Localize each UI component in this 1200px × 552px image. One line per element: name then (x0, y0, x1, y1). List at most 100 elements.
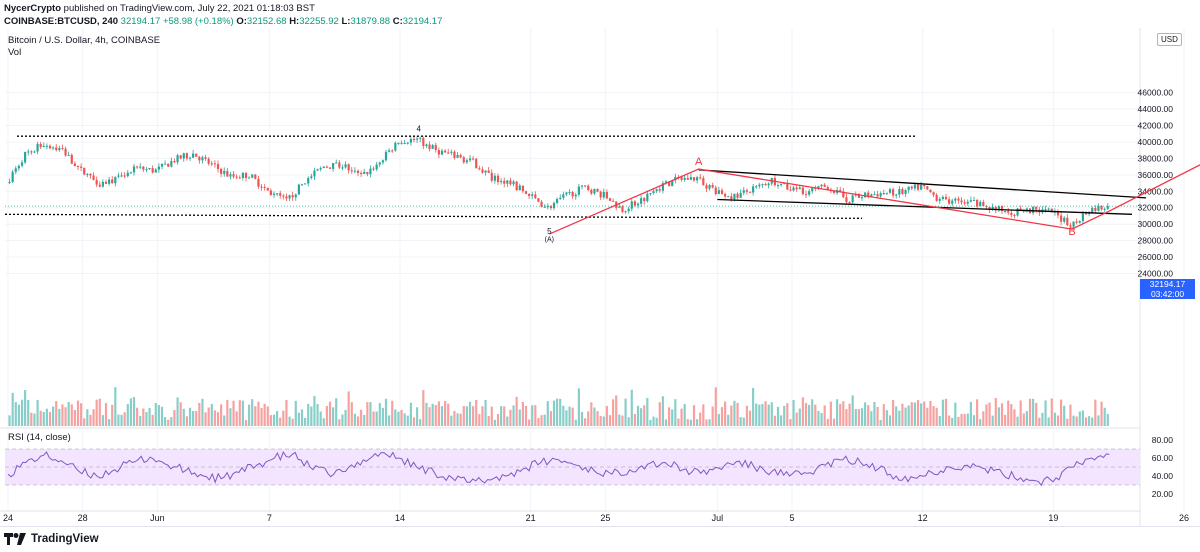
volume-bar (932, 406, 935, 426)
volume-bar (30, 412, 33, 426)
volume-bar (1032, 398, 1035, 426)
volume-bar (926, 407, 929, 426)
volume-bar (901, 403, 904, 426)
volume-bar (1084, 417, 1088, 426)
volume-bar (820, 413, 823, 426)
candle-body (618, 206, 621, 208)
candle-body (70, 154, 73, 164)
wave-label: 4 (416, 124, 421, 133)
volume-bar (1103, 407, 1106, 426)
candle-body (1081, 213, 1084, 222)
candle-body (823, 184, 826, 187)
volume-bar (129, 398, 132, 426)
candle-body (739, 192, 742, 198)
volume-bar (870, 411, 873, 426)
volume-bar (748, 410, 752, 426)
volume-bar (711, 406, 714, 426)
candle-body (403, 142, 406, 144)
candle-body (864, 192, 867, 198)
candle-body (198, 156, 201, 161)
volume-bar (829, 401, 832, 426)
candle-body (537, 198, 540, 202)
volume-bar (568, 406, 571, 426)
candle-body (1094, 207, 1097, 211)
volume-bar (1081, 410, 1084, 426)
price-axis: 24000.00 26000.00 28000.00 30000.00 32000.00… (1138, 88, 1174, 499)
candle-body (966, 201, 969, 204)
volume-bar (282, 410, 285, 426)
candle-body (941, 196, 944, 199)
volume-bar (350, 402, 353, 426)
volume-bar (562, 405, 565, 426)
volume-bar (680, 408, 683, 426)
candle-body (14, 168, 17, 172)
candle-body (904, 190, 907, 194)
volume-bar (580, 412, 584, 426)
chart-canvas: 24000.00 26000.00 28000.00 30000.00 32000.00… (0, 28, 1200, 526)
volume-bar (276, 411, 279, 426)
candle-body (714, 187, 717, 195)
volume-bar (565, 410, 568, 426)
candle-body (111, 179, 114, 184)
volume-bar (1028, 398, 1032, 426)
price-tag-value: 32194.17 (1149, 279, 1186, 289)
candle-body (658, 189, 661, 191)
volume-bar (328, 401, 332, 426)
candle-body (705, 185, 708, 189)
volume-bar (842, 401, 845, 426)
volume-bar (512, 405, 515, 426)
currency-button[interactable]: USD (1157, 33, 1182, 46)
volume-bar (1035, 402, 1038, 426)
candle-body (839, 189, 842, 192)
volume-bar (98, 398, 101, 426)
volume-bar (160, 406, 164, 426)
volume-bar (347, 391, 350, 426)
time-tick-label: 5 (789, 513, 794, 523)
volume-bar (360, 409, 363, 426)
volume-bar (251, 399, 254, 426)
candle-body (664, 181, 668, 184)
volume-bar (1069, 404, 1072, 426)
tradingview-logo[interactable]: TradingView (4, 533, 99, 545)
candle-body (938, 198, 941, 201)
volume-bar (590, 402, 593, 426)
volume-bar (294, 400, 297, 426)
candle-body (372, 168, 375, 170)
volume-bar (39, 410, 42, 426)
candle-body (493, 175, 496, 181)
volume-bar (475, 399, 478, 426)
candle-body (1044, 209, 1047, 211)
volume-bar (95, 399, 98, 426)
volume-bar (369, 402, 372, 426)
volume-bar (188, 407, 192, 426)
volume-bar (428, 407, 431, 426)
candle-body (580, 185, 584, 187)
tradingview-icon (4, 533, 26, 545)
candle-body (717, 190, 720, 195)
drawings: 37k - 42k45(A)ABC(B) (4, 124, 1200, 243)
candle-body (1072, 221, 1075, 227)
candle-body (752, 186, 755, 193)
volume-bar (559, 398, 562, 426)
candle-body (36, 143, 39, 152)
support-level (4, 213, 863, 219)
volume-bar (375, 411, 378, 426)
candle-body (216, 164, 220, 169)
volume-bar (929, 400, 932, 426)
volume-bar (537, 418, 540, 426)
candle-body (733, 193, 736, 200)
candle-body (235, 176, 238, 178)
candle-body (817, 186, 820, 189)
volume-bar (783, 405, 786, 426)
grid-lines (0, 28, 1185, 526)
volume-bar (991, 415, 994, 426)
candle-body (288, 195, 291, 199)
volume-bar (220, 404, 223, 426)
volume-bar (836, 399, 839, 426)
time-tick-label: Jul (712, 513, 724, 523)
volume-bar (241, 400, 244, 426)
candle-body (988, 207, 991, 210)
candle-body (923, 184, 926, 187)
candle-body (440, 150, 444, 155)
candle-body (89, 173, 92, 176)
